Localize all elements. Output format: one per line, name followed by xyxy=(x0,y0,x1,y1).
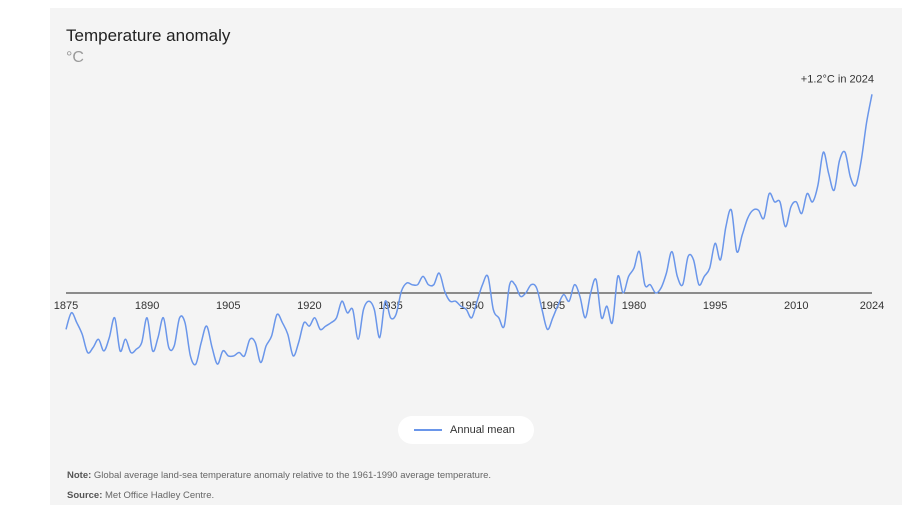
x-tick-label-1905: 1905 xyxy=(216,300,240,312)
latest-value-annotation: +1.2°C in 2024 xyxy=(801,73,874,85)
chart-unit: °C xyxy=(66,49,84,66)
footnote-text: Global average land-sea temperature anom… xyxy=(91,470,492,481)
x-tick-label-2024: 2024 xyxy=(860,300,884,312)
footnote-label: Note: xyxy=(67,470,92,481)
source-text: Met Office Hadley Centre. xyxy=(102,490,215,501)
source-label: Source: xyxy=(67,490,103,501)
legend-label-annual-mean: Annual mean xyxy=(450,424,515,436)
x-tick-label-1920: 1920 xyxy=(297,300,321,312)
x-tick-labels: 1875 1890 1905 1920 1935 1950 1965 1980 1995 2010… xyxy=(54,300,884,312)
x-tick-label-1890: 1890 xyxy=(135,300,159,312)
chart-title: Temperature anomaly xyxy=(66,26,231,45)
legend: Annual mean xyxy=(398,416,534,444)
legend-swatch-annual-mean xyxy=(414,429,442,431)
x-tick-label-1950: 1950 xyxy=(459,300,483,312)
chart-plot-area: 1875 1890 1905 1920 1935 1950 1965 1980 1995 2010… xyxy=(54,73,884,366)
x-tick-label-1875: 1875 xyxy=(54,300,78,312)
x-tick-label-2010: 2010 xyxy=(784,300,808,312)
source-line: Source: Met Office Hadley Centre. xyxy=(67,490,214,501)
chart-card: Temperature anomaly °C 1875 1890 1905 1920 1… xyxy=(50,8,902,505)
series-line-annual-mean xyxy=(65,94,873,366)
x-tick-label-1965: 1965 xyxy=(541,300,565,312)
x-tick-label-1995: 1995 xyxy=(703,300,727,312)
footnote: Note: Global average land-sea temperatur… xyxy=(67,470,491,481)
x-tick-label-1980: 1980 xyxy=(622,300,646,312)
